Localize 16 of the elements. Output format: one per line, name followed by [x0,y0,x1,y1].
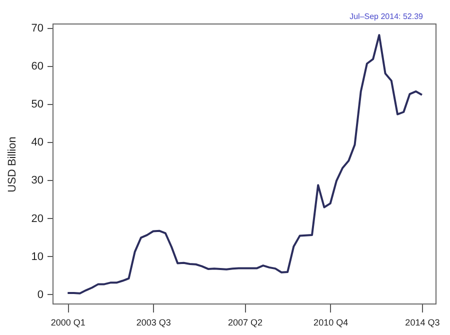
x-tick-label: 2014 Q3 [405,318,440,328]
x-tick-label: 2003 Q3 [136,318,171,328]
x-tick-label: 2000 Q1 [50,318,86,328]
text: Jul–Sep 2014: 52.39 [350,12,424,21]
line-series [66,34,423,294]
y-tick-label: 20 [31,212,44,225]
y-tick-label: 0 [37,288,44,301]
y-tick-label: 60 [31,60,44,72]
x-tick-label: 2010 Q4 [314,318,348,328]
y-tick-label: 70 [31,22,44,34]
y-tick-label: 30 [31,174,44,187]
y-tick-label: 40 [31,136,44,149]
y-tick-label: 10 [31,250,44,263]
y-axis-title: USD Billion [6,136,18,192]
x-tick-label: 2007 Q2 [228,318,263,328]
y-tick-label: 50 [31,98,44,110]
